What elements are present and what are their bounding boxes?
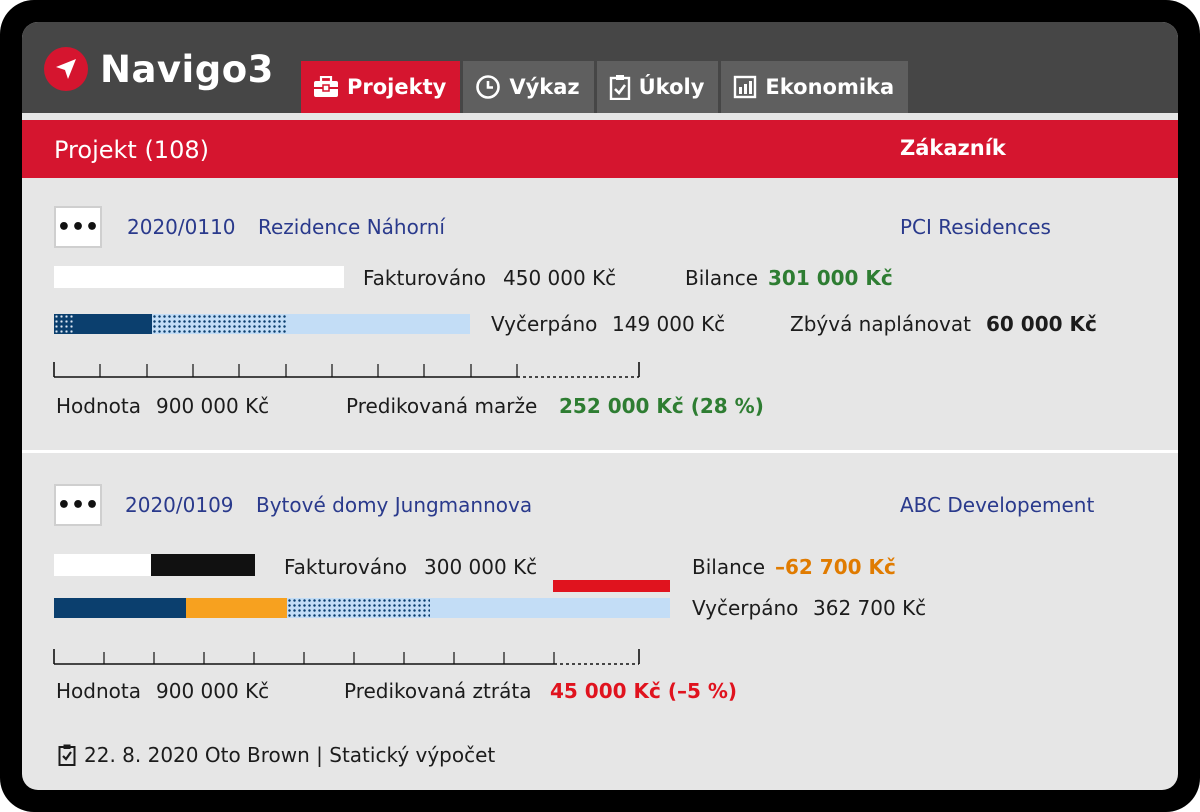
- customer-column-header[interactable]: Zákazník: [900, 136, 1006, 160]
- balance-label: Bilance: [685, 266, 759, 290]
- tab-label: Úkoly: [638, 75, 705, 99]
- prediction-value: 45 000 Kč (–5 %): [550, 679, 738, 703]
- prediction-value: 252 000 Kč (28 %): [559, 394, 764, 418]
- value-label: Hodnota: [56, 679, 141, 703]
- spent-bar-planned-remaining: [287, 598, 430, 618]
- value-amount: 900 000 Kč: [156, 679, 270, 703]
- project-menu-button[interactable]: •••: [54, 206, 102, 248]
- project-name[interactable]: Rezidence Náhorní: [258, 215, 445, 239]
- invoiced-value: 450 000 Kč: [503, 266, 617, 290]
- project-code[interactable]: 2020/0110: [127, 215, 236, 239]
- invoiced-bar-paid: [54, 554, 151, 576]
- spent-bar-overrun-segment: [186, 598, 287, 618]
- spent-value: 149 000 Kč: [612, 312, 726, 336]
- tab-label: Výkaz: [509, 75, 580, 99]
- value-scale: [53, 362, 640, 378]
- bar-chart-icon: [734, 75, 757, 99]
- project-menu-button[interactable]: •••: [54, 484, 102, 526]
- spent-value: 362 700 Kč: [813, 596, 927, 620]
- tab-vykaz[interactable]: Výkaz: [463, 61, 594, 113]
- value-scale: [53, 649, 640, 665]
- row-divider: [22, 450, 1178, 453]
- project-code[interactable]: 2020/0109: [125, 493, 234, 517]
- customer-name[interactable]: ABC Developement: [900, 493, 1095, 517]
- tab-ekonomika[interactable]: Ekonomika: [721, 61, 909, 113]
- balance-value: –62 700 Kč: [775, 555, 896, 579]
- invoiced-bar: [54, 266, 344, 288]
- spent-label: Vyčerpáno: [692, 596, 799, 620]
- list-header: Projekt (108) Zákazník: [22, 120, 1178, 178]
- prediction-label: Predikovaná marže: [346, 394, 538, 418]
- footer-status: 22. 8. 2020 Oto Brown | Statický výpočet: [84, 743, 496, 767]
- briefcase-icon: [314, 76, 338, 97]
- value-amount: 900 000 Kč: [156, 394, 270, 418]
- invoiced-label: Fakturováno: [284, 555, 408, 579]
- invoiced-value: 300 000 Kč: [424, 555, 538, 579]
- remaining-value: 60 000 Kč: [986, 312, 1097, 336]
- app-screen: Navigo3 Projekty: [22, 22, 1178, 790]
- spent-bar-actual-segment: [74, 314, 152, 334]
- spent-label: Vyčerpáno: [491, 312, 598, 336]
- invoiced-label: Fakturováno: [363, 266, 487, 290]
- spent-bar-planned-segment: [54, 314, 74, 334]
- app-name: Navigo3: [100, 47, 274, 91]
- invoiced-bar-unpaid: [151, 554, 255, 576]
- remaining-label: Zbývá naplánovat: [790, 312, 971, 336]
- top-bar: Navigo3 Projekty: [22, 22, 1178, 113]
- tab-projekty[interactable]: Projekty: [301, 61, 461, 113]
- balance-value: 301 000 Kč: [768, 266, 893, 290]
- tab-label: Projekty: [347, 75, 447, 99]
- tab-label: Ekonomika: [765, 75, 895, 99]
- main-tabs: Projekty Výkaz Úkoly: [301, 61, 911, 113]
- balance-negative-bar: [553, 580, 670, 592]
- navigation-arrow-icon: [44, 47, 88, 91]
- prediction-label: Predikovaná ztráta: [344, 679, 532, 703]
- value-label: Hodnota: [56, 394, 141, 418]
- spent-bar-actual-segment: [54, 598, 186, 618]
- spent-bar-planned-remaining: [152, 314, 286, 334]
- balance-label: Bilance: [692, 555, 766, 579]
- project-column-header[interactable]: Projekt (108): [54, 136, 209, 164]
- clipboard-check-icon: [609, 75, 630, 100]
- clock-icon: [476, 75, 501, 99]
- project-name[interactable]: Bytové domy Jungmannova: [256, 493, 533, 517]
- tab-ukoly[interactable]: Úkoly: [596, 61, 719, 113]
- clipboard-check-icon: [58, 744, 76, 766]
- customer-name[interactable]: PCI Residences: [900, 215, 1051, 239]
- app-logo[interactable]: Navigo3: [44, 47, 274, 91]
